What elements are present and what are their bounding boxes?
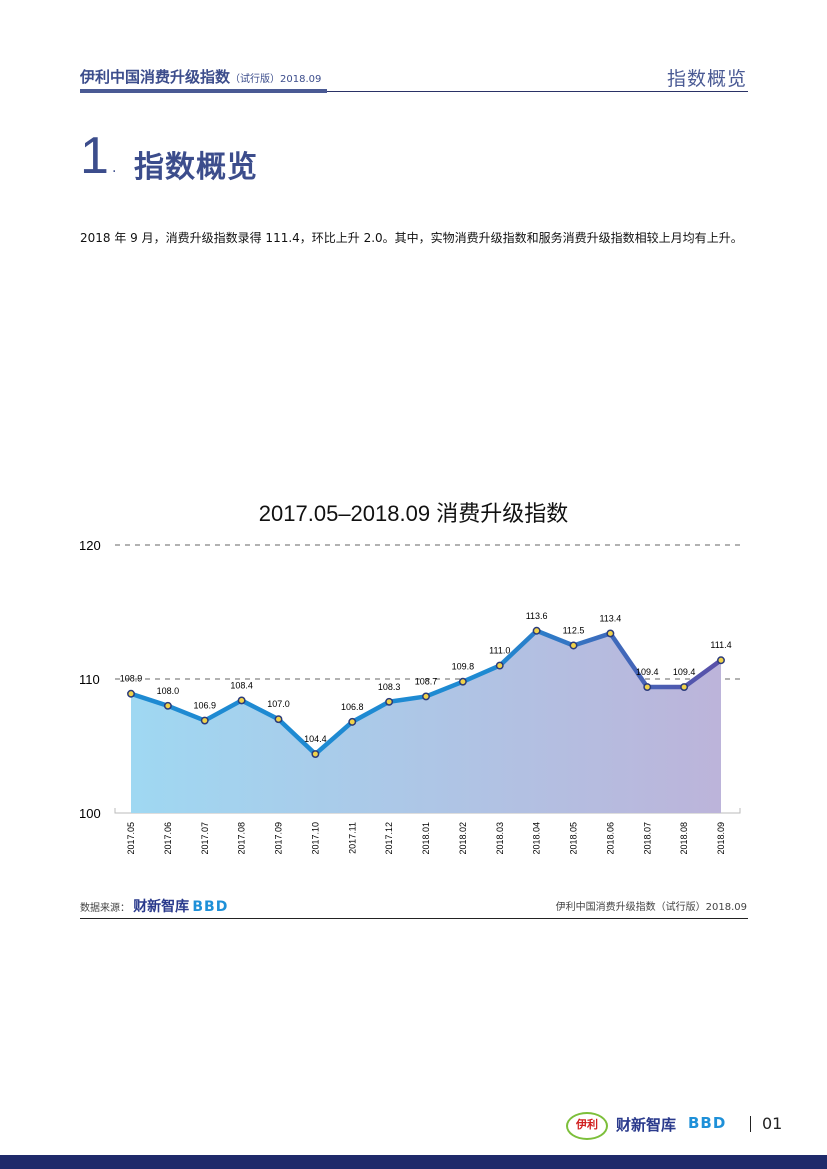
report-title-sub: （试行版）2018.09 — [230, 74, 322, 85]
data-label: 108.9 — [120, 674, 143, 684]
yili-logo: 伊利 — [566, 1112, 608, 1140]
data-label: 111.0 — [489, 646, 510, 656]
data-label: 113.6 — [526, 611, 548, 621]
footer-report-name: 伊利中国消费升级指数（试行版）2018.09 — [555, 902, 747, 913]
bbd-logo: BBD — [192, 899, 229, 915]
chart-title: 2017.05–2018.09 消费升级指数 — [258, 501, 569, 526]
data-point-marker — [569, 641, 578, 650]
data-point-marker — [163, 701, 172, 710]
x-tick-label: 2017.10 — [310, 822, 320, 855]
data-label: 109.8 — [452, 662, 475, 672]
section-number: 1 — [80, 127, 109, 185]
x-tick-label: 2017.06 — [163, 822, 173, 855]
data-point-marker — [495, 661, 504, 670]
page-number-separator — [750, 1116, 751, 1132]
x-tick-label: 2018.04 — [532, 822, 542, 855]
y-tick-label: 100 — [79, 806, 101, 821]
x-tick-label: 2017.11 — [347, 822, 357, 854]
data-label: 109.4 — [673, 667, 696, 677]
section-dot: . — [112, 160, 117, 176]
y-tick-label: 120 — [79, 538, 101, 553]
x-tick-label: 2018.03 — [495, 822, 505, 855]
report-title-main: 伊利中国消费升级指数 — [80, 68, 231, 86]
bbd-footer-logo: BBD — [688, 1114, 727, 1132]
x-tick-label: 2018.01 — [421, 822, 431, 855]
data-point-marker — [717, 656, 725, 665]
header-divider — [327, 91, 748, 92]
header-section-label: 指数概览 — [666, 68, 747, 90]
data-point-marker — [643, 683, 652, 691]
header-accent-bar — [80, 89, 327, 93]
data-label: 104.4 — [304, 734, 327, 744]
x-tick-label: 2017.09 — [274, 822, 284, 855]
footer-divider — [80, 918, 748, 919]
data-point-marker — [385, 697, 394, 706]
data-label: 108.4 — [230, 680, 253, 690]
x-tick-label: 2018.02 — [458, 822, 468, 855]
data-label: 109.4 — [636, 667, 659, 677]
data-point-marker — [127, 689, 135, 698]
data-point-marker — [274, 715, 283, 724]
y-tick-label: 110 — [79, 672, 100, 687]
x-tick-label: 2018.05 — [569, 822, 579, 855]
data-point-marker — [606, 629, 615, 638]
data-label: 106.8 — [341, 702, 364, 712]
data-point-marker — [422, 692, 430, 701]
data-label: 111.4 — [710, 640, 731, 650]
data-point-marker — [348, 717, 357, 726]
data-source-label: 数据来源： — [80, 903, 130, 914]
caixin-footer-logo: 财新智库 — [616, 1116, 677, 1134]
data-point-marker — [311, 750, 320, 758]
data-point-marker — [532, 626, 541, 635]
x-tick-label: 2017.05 — [126, 822, 136, 855]
area-fill — [131, 630, 721, 813]
page-number: 01 — [762, 1114, 783, 1133]
data-source: 数据来源： 财新智库 BBD — [80, 896, 228, 916]
data-label: 108.0 — [157, 686, 180, 696]
section-title: 指数概览 — [134, 150, 258, 185]
x-tick-label: 2017.08 — [237, 822, 247, 855]
x-tick-label: 2018.06 — [605, 822, 615, 855]
data-label: 108.3 — [378, 682, 401, 692]
data-point-marker — [237, 696, 246, 705]
data-label: 113.4 — [599, 613, 621, 623]
report-title: 伊利中国消费升级指数（试行版）2018.09 — [80, 66, 321, 87]
x-tick-label: 2018.09 — [716, 822, 726, 855]
data-label: 108.7 — [415, 676, 438, 686]
caixin-logo: 财新智库 — [133, 899, 190, 915]
data-label: 112.5 — [563, 626, 585, 636]
data-point-marker — [200, 716, 209, 725]
data-label: 107.0 — [267, 699, 290, 709]
data-point-marker — [458, 677, 467, 686]
x-tick-label: 2017.07 — [200, 822, 210, 855]
bottom-color-bar — [0, 1155, 827, 1169]
summary-paragraph: 2018 年 9 月，消费升级指数录得 111.4，环比上升 2.0。其中，实物… — [80, 231, 743, 245]
data-label: 106.9 — [193, 701, 216, 711]
x-tick-label: 2018.07 — [642, 822, 652, 855]
x-tick-label: 2018.08 — [679, 822, 689, 855]
x-tick-label: 2017.12 — [384, 822, 394, 855]
data-point-marker — [680, 683, 689, 691]
